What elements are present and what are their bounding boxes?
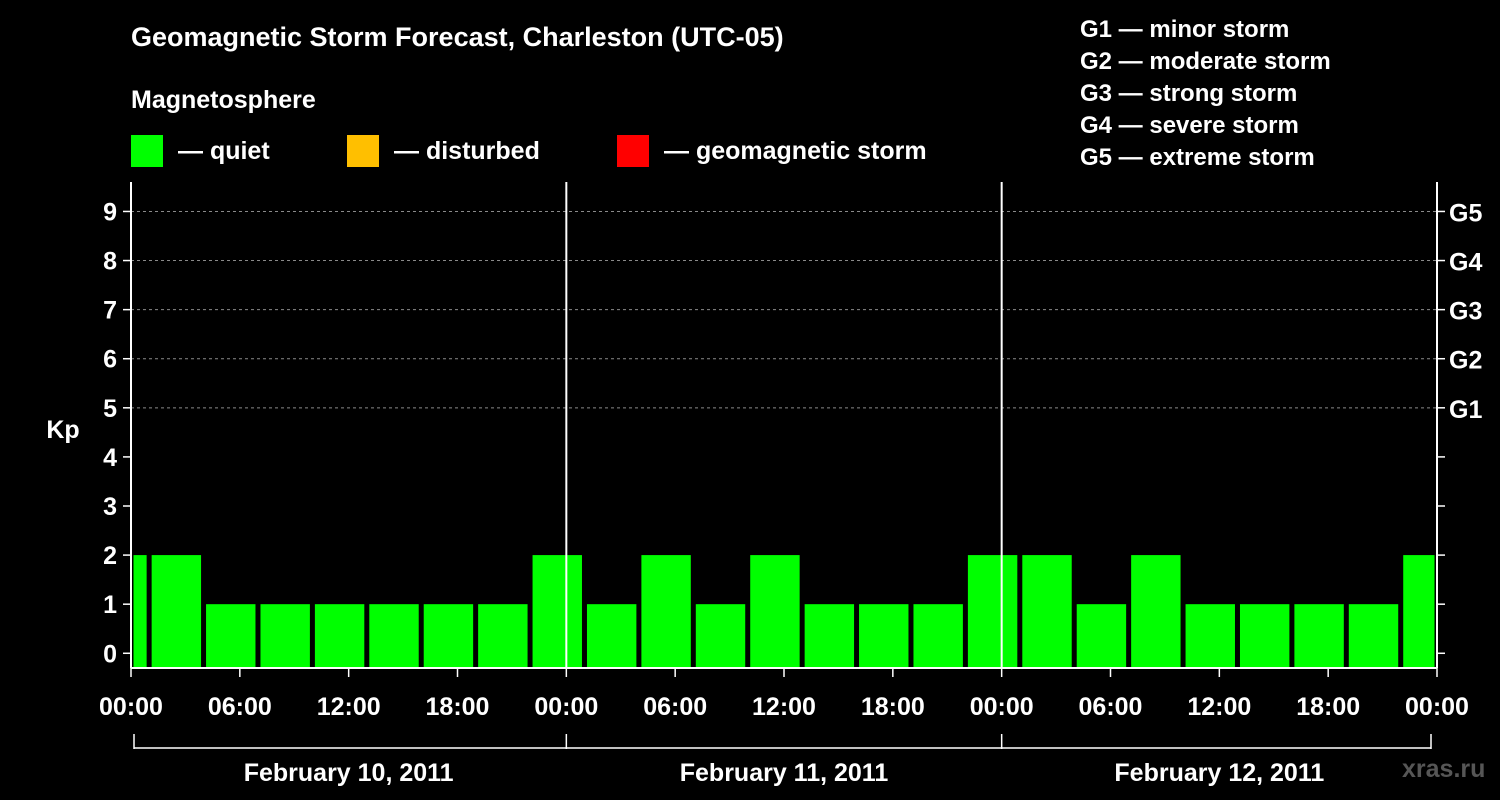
legend-item-disturbed: — disturbed xyxy=(347,134,540,168)
kp-bar xyxy=(478,604,528,668)
x-tick-label: 06:00 xyxy=(643,693,707,721)
y-tick-label: 5 xyxy=(103,395,117,423)
g-level-label: G2 xyxy=(1449,347,1482,375)
kp-bar xyxy=(260,604,310,668)
legend-swatch-storm xyxy=(617,135,649,167)
x-tick-label: 12:00 xyxy=(317,693,381,721)
x-tick-label: 00:00 xyxy=(1405,693,1469,721)
x-tick-label: 18:00 xyxy=(426,693,490,721)
x-tick-label: 00:00 xyxy=(970,693,1034,721)
x-tick-label: 00:00 xyxy=(99,693,163,721)
kp-bar xyxy=(750,555,800,668)
x-tick-label: 12:00 xyxy=(1187,693,1251,721)
x-tick-label: 18:00 xyxy=(1296,693,1360,721)
kp-bar xyxy=(151,555,202,668)
legend-label-quiet: — quiet xyxy=(178,137,270,165)
y-tick-label: 1 xyxy=(103,591,117,619)
kp-bar xyxy=(1348,604,1399,668)
g-scale-item-g1: G1 — minor storm xyxy=(1080,16,1290,43)
kp-bar xyxy=(967,555,1018,668)
kp-bar xyxy=(641,555,691,668)
y-tick-label: 9 xyxy=(103,198,117,226)
x-tick-label: 18:00 xyxy=(861,693,925,721)
legend-swatch-quiet xyxy=(131,135,163,167)
x-tick-label: 06:00 xyxy=(208,693,272,721)
kp-bar xyxy=(133,555,147,668)
g-scale-item-g4: G4 — severe storm xyxy=(1080,112,1299,139)
kp-bar xyxy=(586,604,637,668)
kp-bar xyxy=(804,604,855,668)
g-level-label: G4 xyxy=(1449,249,1482,277)
y-tick-label: 2 xyxy=(103,542,117,570)
day-label: February 10, 2011 xyxy=(244,759,454,787)
legend-swatch-disturbed xyxy=(347,135,379,167)
chart-title: Geomagnetic Storm Forecast, Charleston (… xyxy=(131,22,784,52)
legend-item-quiet: — quiet xyxy=(131,134,270,168)
kp-bar xyxy=(1403,555,1435,668)
y-tick-label: 7 xyxy=(103,297,117,325)
legend-label-storm: — geomagnetic storm xyxy=(664,137,927,165)
y-tick-label: 8 xyxy=(103,248,117,276)
legend-label-disturbed: — disturbed xyxy=(394,137,540,165)
kp-bar xyxy=(369,604,419,668)
legend-item-storm: — geomagnetic storm xyxy=(617,134,927,168)
y-tick-label: 6 xyxy=(103,346,117,374)
kp-bar xyxy=(1022,555,1072,668)
kp-bar xyxy=(695,604,746,668)
kp-bar xyxy=(206,604,256,668)
y-tick-label: 0 xyxy=(103,640,117,668)
watermark: xras.ru xyxy=(1402,755,1486,783)
kp-bar xyxy=(1294,604,1344,668)
x-tick-label: 12:00 xyxy=(752,693,816,721)
x-tick-label: 06:00 xyxy=(1079,693,1143,721)
kp-bar xyxy=(1131,555,1181,668)
kp-bar xyxy=(1076,604,1127,668)
g-level-label: G3 xyxy=(1449,298,1482,326)
g-scale-legend: G1 — minor storm G2 — moderate storm G3 … xyxy=(1080,14,1331,174)
kp-bar xyxy=(532,555,582,668)
kp-bar xyxy=(314,604,365,668)
kp-bar xyxy=(913,604,963,668)
kp-bar xyxy=(1185,604,1235,668)
g-scale-item-g2: G2 — moderate storm xyxy=(1080,48,1331,75)
kp-bar xyxy=(423,604,474,668)
legend-heading: Magnetosphere xyxy=(131,86,316,114)
g-scale-item-g5: G5 — extreme storm xyxy=(1080,144,1315,171)
day-label: February 12, 2011 xyxy=(1114,759,1324,787)
y-axis-label: Kp xyxy=(46,416,79,444)
day-label: February 11, 2011 xyxy=(680,759,889,787)
kp-bar xyxy=(859,604,909,668)
y-tick-label: 4 xyxy=(103,444,117,472)
g-level-label: G1 xyxy=(1449,396,1482,424)
kp-bar xyxy=(1239,604,1290,668)
g-level-label: G5 xyxy=(1449,199,1482,227)
y-tick-label: 3 xyxy=(103,493,117,521)
x-tick-label: 00:00 xyxy=(534,693,598,721)
g-scale-item-g3: G3 — strong storm xyxy=(1080,80,1298,107)
